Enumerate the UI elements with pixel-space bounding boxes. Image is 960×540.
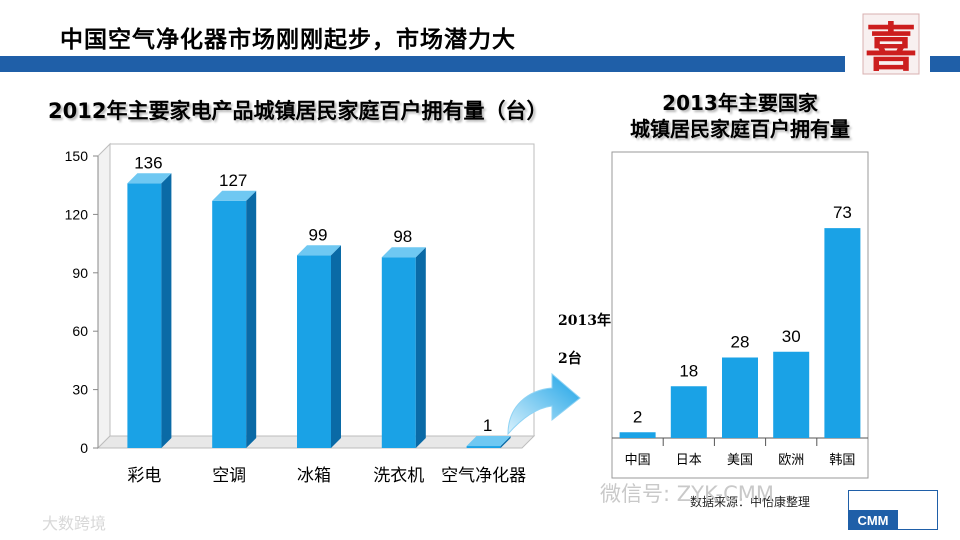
category-label: 洗衣机 xyxy=(373,466,424,486)
bar-value-label: 136 xyxy=(134,153,162,172)
bar-side xyxy=(161,173,172,448)
category-label: 空气净化器 xyxy=(441,466,526,486)
wechat-watermark: 微信号: ZYK-CMM xyxy=(600,482,775,506)
bar-side xyxy=(246,190,257,449)
curved-arrow-icon xyxy=(507,372,581,436)
bar-side xyxy=(331,245,341,448)
category-label: 日本 xyxy=(676,453,702,468)
bar xyxy=(670,386,707,438)
bar-value-label: 99 xyxy=(309,225,328,244)
bar-value-label: 28 xyxy=(731,333,750,352)
left-chart-title: 2012年主要家电产品城镇居民家庭百户拥有量（台） xyxy=(48,99,548,123)
bar-top xyxy=(297,245,341,256)
logo-char: 喜 xyxy=(865,18,917,79)
bar xyxy=(824,228,861,438)
bar-side xyxy=(500,436,511,448)
bar-value-label: 2 xyxy=(633,407,642,426)
bar-value-label: 30 xyxy=(782,327,801,346)
category-label: 韩国 xyxy=(829,453,855,468)
bar-value-label: 98 xyxy=(393,227,412,246)
bar xyxy=(212,200,247,448)
source-note: 数据来源：中怡康整理 xyxy=(690,495,811,509)
category-label: 欧洲 xyxy=(778,453,804,468)
bar-top xyxy=(466,436,511,447)
bar xyxy=(381,257,416,448)
bar-value-label: 18 xyxy=(679,361,698,380)
right-bar-chart: 2 中国 18 日本 28 美国 30 欧洲 73 韩国 xyxy=(611,151,869,479)
right-chart-title-line1: 2013年主要国家 xyxy=(662,91,818,115)
bar-value-label: 127 xyxy=(219,171,247,190)
right-chart-title: 2013年主要国家 城镇居民家庭百户拥有量 xyxy=(590,90,890,142)
bar xyxy=(619,432,656,438)
y-tick-label: 60 xyxy=(72,323,88,339)
bar-top xyxy=(212,190,257,201)
y-tick-label: 90 xyxy=(72,265,88,281)
bar-top xyxy=(381,247,426,258)
y-tick-label: 30 xyxy=(72,382,88,398)
category-label: 中国 xyxy=(625,453,651,468)
title-bar xyxy=(0,56,960,72)
cmm-badge-text: CMM xyxy=(857,513,888,528)
bar xyxy=(127,183,162,448)
bar xyxy=(773,351,810,438)
callout-year: 2013年 xyxy=(558,313,611,329)
bar-value-label: 1 xyxy=(483,416,492,435)
y-tick-label: 0 xyxy=(80,440,88,456)
bottom-left-watermark: 大数跨境 xyxy=(42,514,107,533)
bar xyxy=(466,446,501,448)
y-tick-label: 120 xyxy=(65,206,89,222)
category-label: 彩电 xyxy=(127,466,161,486)
cmm-badge-icon: CMM xyxy=(848,490,938,530)
bar xyxy=(722,357,758,438)
category-label: 冰箱 xyxy=(297,466,331,486)
y-tick-label: 150 xyxy=(65,148,89,164)
bar xyxy=(297,255,331,448)
callout-value: 2台 xyxy=(558,351,582,367)
page-title: 中国空气净化器市场刚刚起步，市场潜力大 xyxy=(60,27,516,53)
right-chart-title-line2: 城镇居民家庭百户拥有量 xyxy=(630,117,850,141)
logo-icon: 喜 xyxy=(862,13,920,79)
left-bar-chart: 0 30 60 90 120 150 136 彩电 127 空调 99 冰箱 98 洗衣机 1 空气净化器 xyxy=(65,142,536,486)
bar-value-label: 73 xyxy=(833,203,852,222)
bar-top xyxy=(127,173,172,184)
category-label: 美国 xyxy=(727,453,753,468)
bar-side xyxy=(415,247,426,448)
left-side-wall xyxy=(97,142,111,450)
category-label: 空调 xyxy=(212,466,246,486)
